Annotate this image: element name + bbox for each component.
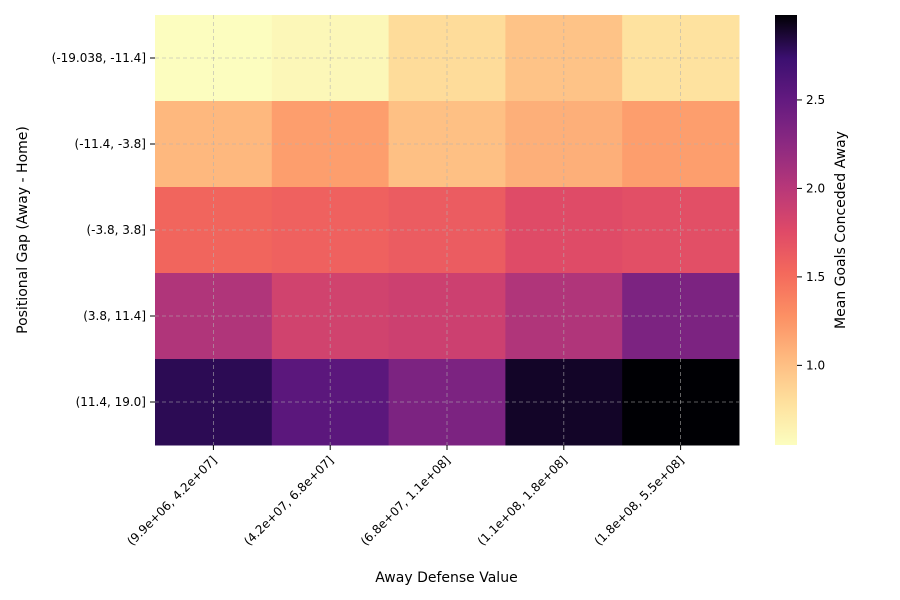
colorbar-gradient [775,15,797,445]
grid-lines [155,15,739,445]
y-tick-label: (11.4, 19.0] [76,395,146,409]
x-tick-label: (1.1e+08, 1.8e+08] [475,453,570,548]
x-tick-label: (4.2e+07, 6.8e+07] [241,453,336,548]
x-tick-label: (9.9e+06, 4.2e+07] [124,453,219,548]
y-axis-ticks: (-19.038, -11.4] (-11.4, -3.8] (-3.8, 3.8]… [52,51,155,409]
colorbar-ticks: 1.0 1.5 2.0 2.5 [797,93,825,372]
x-tick-label: (1.8e+08, 5.5e+08] [592,453,687,548]
y-tick-label: (-19.038, -11.4] [52,51,146,65]
colorbar-tick-label: 2.0 [806,181,825,195]
colorbar-tick-label: 1.5 [806,270,825,284]
colorbar-label: Mean Goals Conceded Away [833,131,849,329]
y-tick-label: (-3.8, 3.8] [87,223,147,237]
colorbar: 1.0 1.5 2.0 2.5 Mean Goals Conceded Away [775,15,849,445]
colorbar-tick-label: 2.5 [806,93,825,107]
y-tick-label: (-11.4, -3.8] [75,137,146,151]
x-axis-ticks: (9.9e+06, 4.2e+07] (4.2e+07, 6.8e+07] (6.8… [124,445,687,548]
y-axis-label: Positional Gap (Away - Home) [15,126,31,334]
colorbar-tick-label: 1.0 [806,358,825,372]
y-tick-label: (3.8, 11.4] [83,309,146,323]
x-tick-label: (6.8e+07, 1.1e+08] [358,453,453,548]
x-axis-label: Away Defense Value [375,570,517,586]
